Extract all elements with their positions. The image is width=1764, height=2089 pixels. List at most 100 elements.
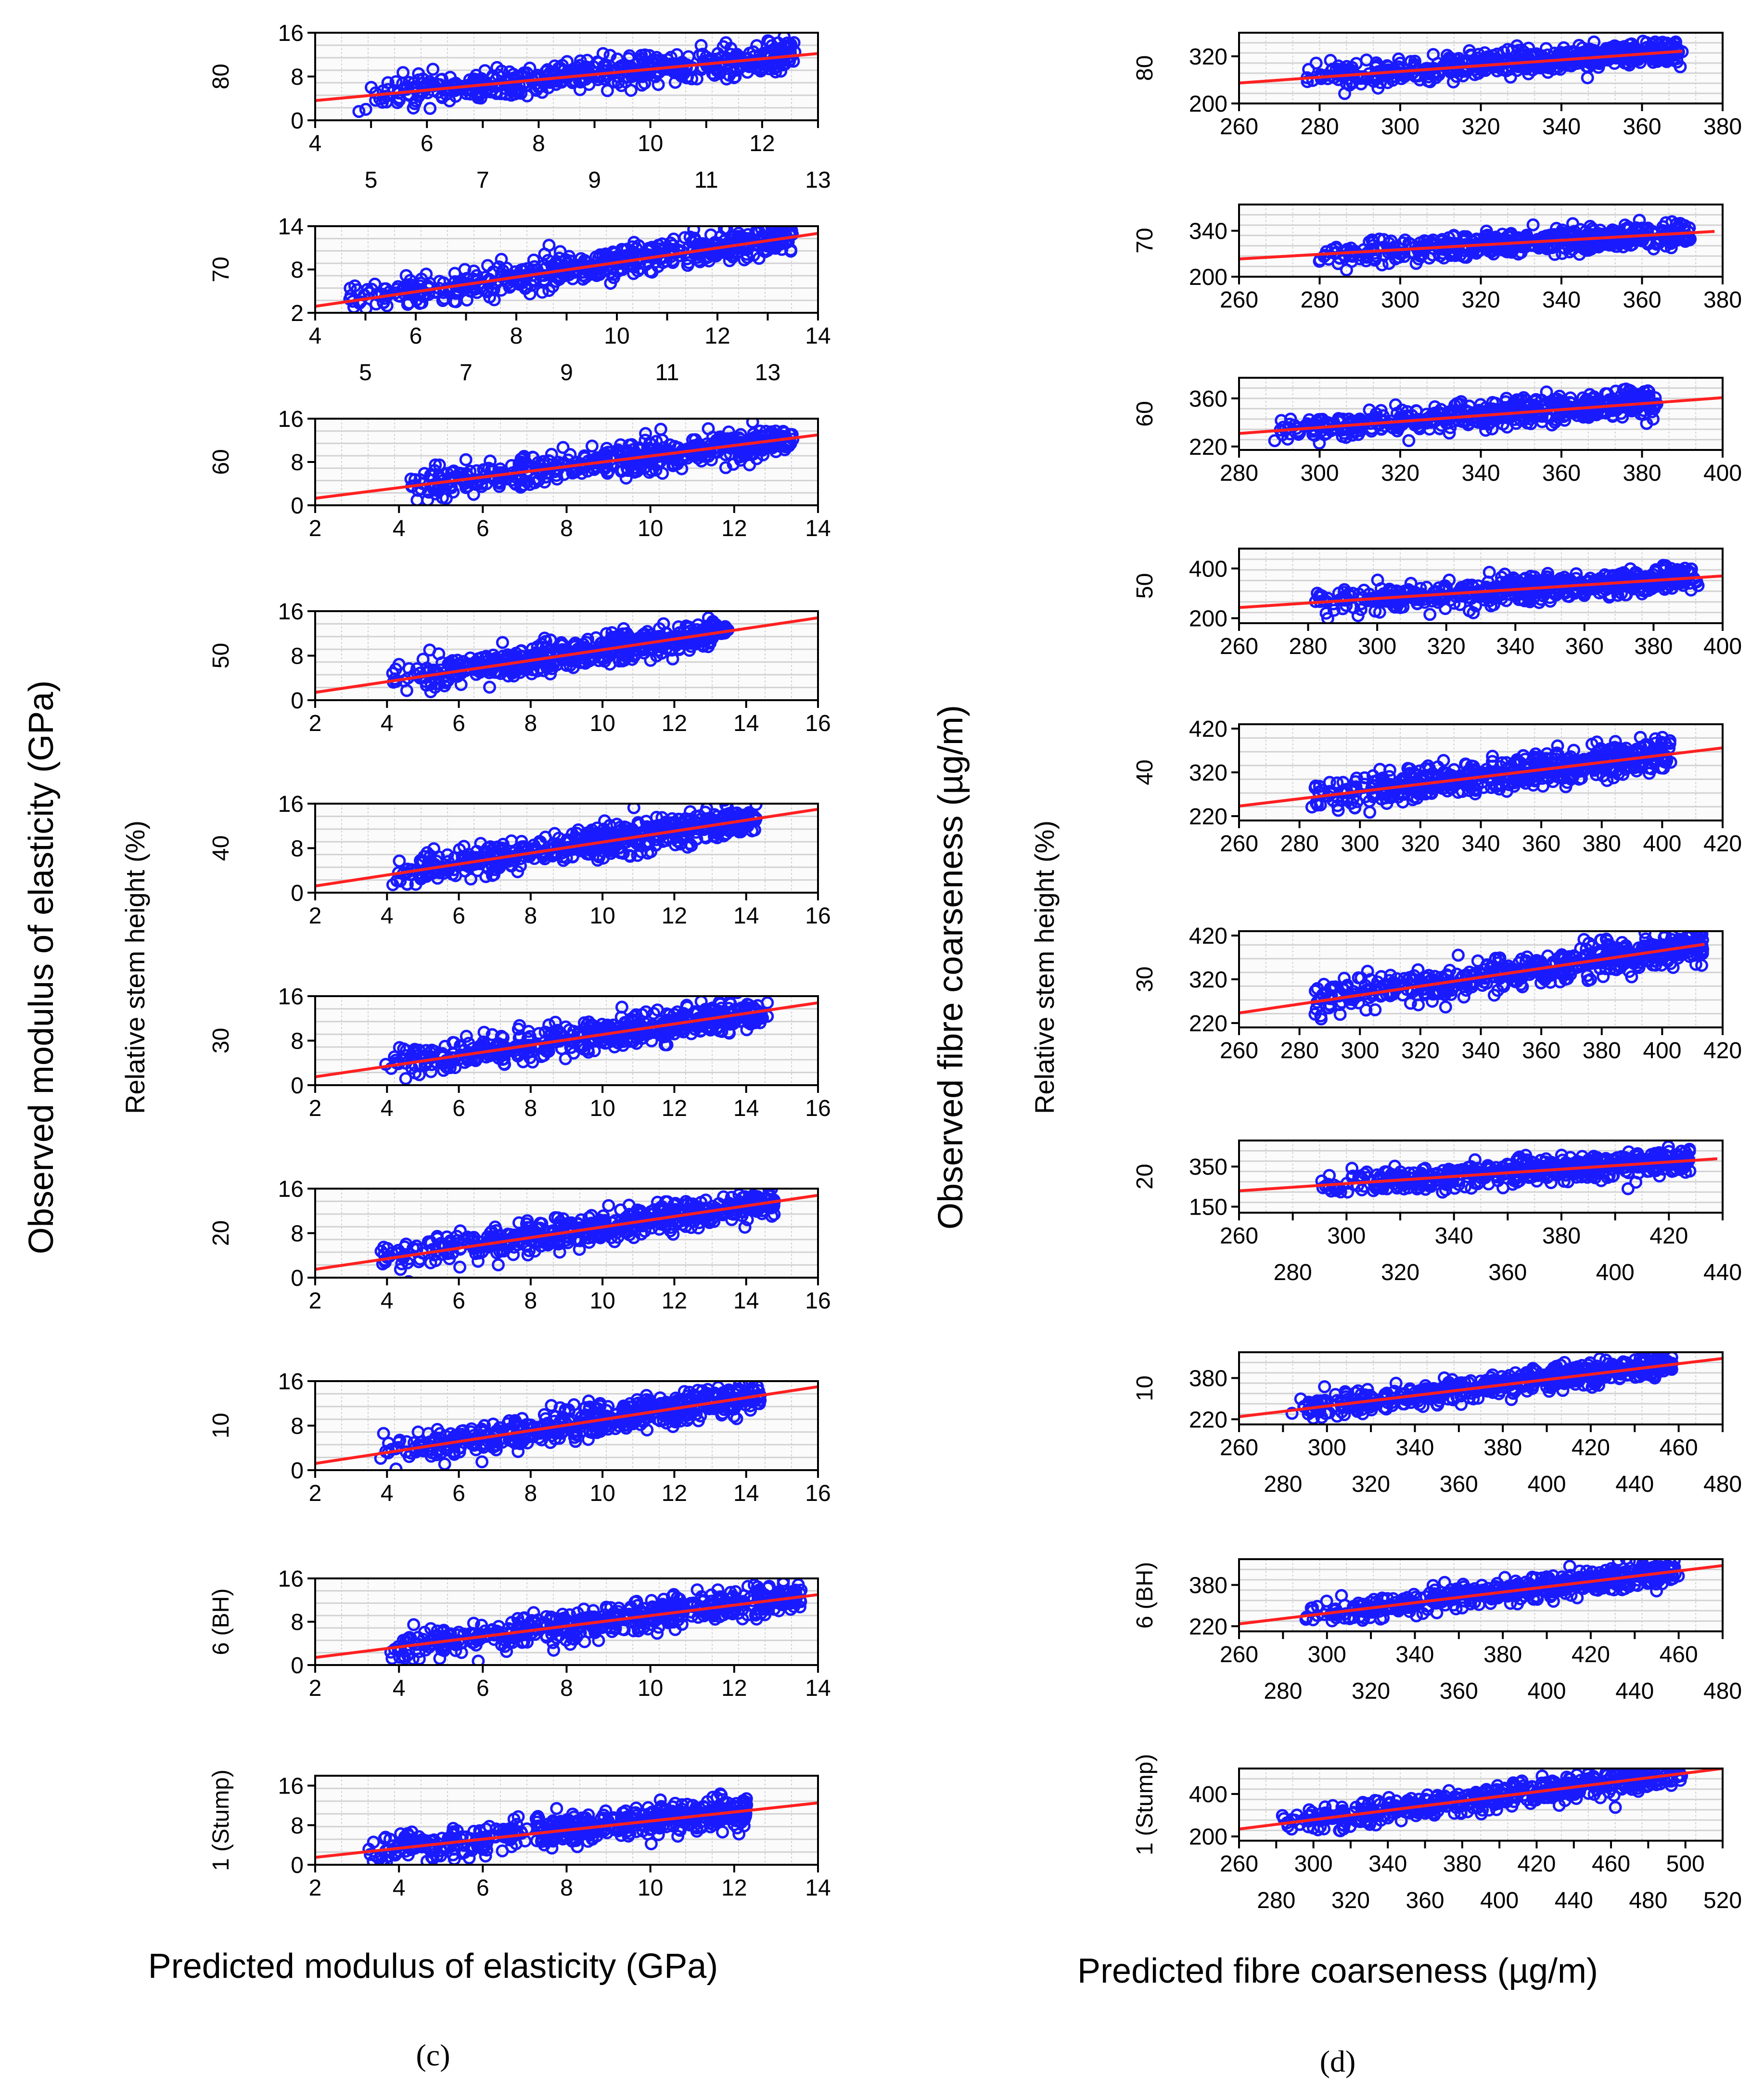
data-point xyxy=(520,262,534,275)
data-point xyxy=(544,659,557,673)
fit-line xyxy=(315,1001,818,1078)
x-axis: 2 4 6 8 10 12 14 16 xyxy=(309,1085,831,1121)
data-point xyxy=(624,849,637,863)
data-point xyxy=(480,477,493,490)
x-tick-label: 10 xyxy=(589,1481,615,1506)
data-point xyxy=(558,1405,572,1418)
points-series xyxy=(379,996,774,1085)
data-point xyxy=(583,654,596,667)
data-point xyxy=(667,232,680,246)
data-point xyxy=(407,1618,421,1631)
data-point xyxy=(521,1221,535,1234)
y-tick-label: 8 xyxy=(291,450,304,475)
x-tick-label: 12 xyxy=(721,516,747,541)
data-point xyxy=(567,266,581,279)
data-point xyxy=(422,1235,435,1249)
data-point xyxy=(582,1027,595,1040)
data-point xyxy=(644,463,658,477)
data-point xyxy=(727,1017,740,1031)
data-point xyxy=(416,653,430,666)
data-point xyxy=(685,1027,698,1040)
data-point xyxy=(496,636,509,649)
data-point xyxy=(647,1007,661,1020)
data-point xyxy=(594,1425,607,1438)
data-point xyxy=(513,1048,526,1061)
data-point xyxy=(666,630,679,643)
x-tick-label: 10 xyxy=(604,323,629,349)
data-point xyxy=(699,831,713,845)
x-tick-label: 6 xyxy=(452,1481,465,1506)
data-point xyxy=(430,1055,443,1069)
y-tick-label: 16 xyxy=(278,407,304,432)
data-point xyxy=(509,1417,522,1430)
x-tick-label: 4 xyxy=(309,323,322,349)
data-point xyxy=(403,1275,414,1278)
x-axis: 2 4 6 8 10 12 14 16 xyxy=(309,1278,831,1314)
y-tick-label: 0 xyxy=(291,108,304,134)
data-point xyxy=(612,1419,626,1433)
x-tick-label: 14 xyxy=(805,323,831,349)
data-point xyxy=(426,63,440,76)
data-point xyxy=(389,1462,403,1470)
data-point xyxy=(547,1643,561,1657)
y-tick-label: 8 xyxy=(291,1414,304,1439)
x-tick-label: 13 xyxy=(755,360,780,385)
x-tick-label: 2 xyxy=(309,1096,322,1121)
data-point xyxy=(656,467,669,480)
data-point xyxy=(433,458,446,472)
data-point xyxy=(602,464,615,478)
y-tick-label: 0 xyxy=(291,1458,304,1484)
data-point xyxy=(409,1066,422,1079)
data-point xyxy=(664,51,677,64)
x-tick-label: 16 xyxy=(805,711,831,736)
data-point xyxy=(601,84,614,97)
data-point xyxy=(730,1412,743,1425)
data-point xyxy=(412,73,425,87)
data-point xyxy=(567,1046,580,1060)
data-point xyxy=(465,859,479,872)
x-tick-label: 9 xyxy=(588,167,601,193)
data-point xyxy=(511,1023,525,1036)
data-point xyxy=(582,827,596,840)
data-point xyxy=(553,1432,566,1445)
x-axis: 2 4 6 8 10 12 14 16 xyxy=(309,1470,831,1506)
row-label: 70 xyxy=(208,256,234,282)
data-point xyxy=(652,78,665,91)
data-point xyxy=(507,669,521,683)
data-point xyxy=(454,678,468,691)
data-point xyxy=(738,1220,752,1234)
row-label: 80 xyxy=(208,64,234,89)
data-point xyxy=(597,1209,610,1223)
data-point xyxy=(455,1646,468,1659)
data-point xyxy=(479,870,493,884)
data-point xyxy=(669,1203,682,1216)
data-point xyxy=(579,270,592,284)
x-tick-label: 12 xyxy=(662,1288,687,1314)
data-point xyxy=(431,871,444,885)
data-point xyxy=(463,651,477,665)
data-point xyxy=(448,851,461,864)
x-tick-label: 2 xyxy=(309,1288,322,1314)
data-point xyxy=(534,1217,547,1230)
x-tick-label: 4 xyxy=(309,131,322,156)
data-point xyxy=(475,1455,489,1469)
points-series xyxy=(374,1189,781,1278)
data-point xyxy=(706,431,719,444)
data-point xyxy=(582,1211,596,1224)
data-point xyxy=(784,244,797,258)
y-tick-label: 8 xyxy=(291,1221,304,1247)
data-point xyxy=(669,838,682,852)
data-point xyxy=(582,1045,595,1059)
data-point xyxy=(400,1049,413,1063)
data-point xyxy=(614,1011,628,1024)
data-point xyxy=(428,286,442,299)
data-point xyxy=(545,1429,559,1442)
data-point xyxy=(440,1230,454,1243)
data-point xyxy=(446,1036,460,1049)
row-label: 40 xyxy=(208,835,234,861)
data-point xyxy=(374,1244,388,1258)
